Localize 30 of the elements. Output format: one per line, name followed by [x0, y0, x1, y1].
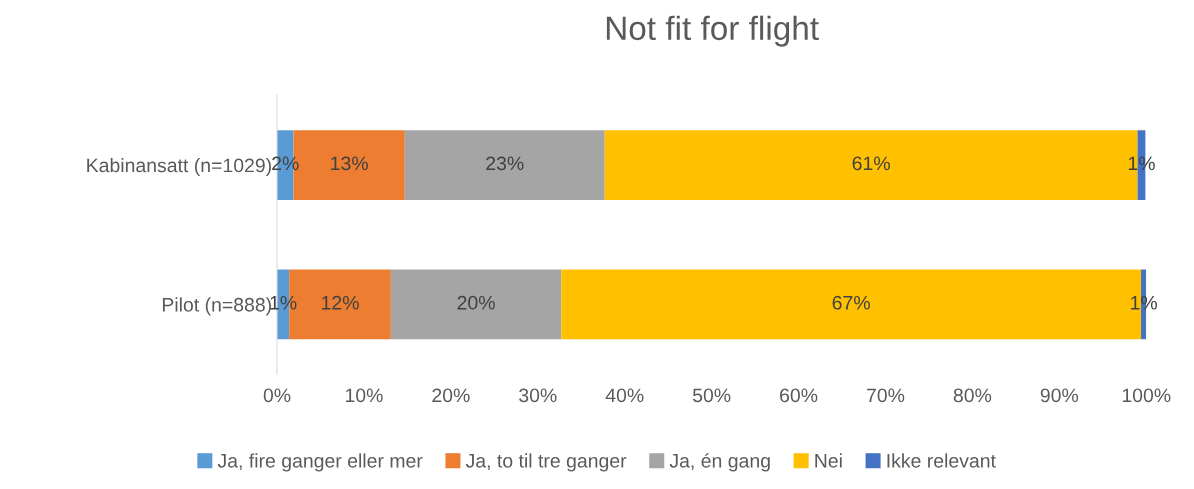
chart-title: Not fit for flight	[606, 15, 819, 47]
data-label: 12%	[322, 295, 359, 310]
x-tick-label: 10%	[345, 388, 383, 403]
data-label: 13%	[331, 156, 368, 171]
legend-label: Nei	[815, 453, 842, 468]
y-tick-label: Kabinansatt (n=1029)	[87, 157, 271, 177]
legend-label: Ikke relevant	[887, 453, 996, 468]
x-tick-label: 0%	[263, 388, 291, 403]
data-label: 67%	[832, 295, 870, 310]
y-tick-label: Pilot (n=888)	[162, 297, 271, 316]
data-label: 20%	[457, 295, 495, 310]
legend-label: Ja, fire ganger eller mer	[217, 453, 423, 472]
bar	[390, 269, 562, 340]
x-tick-label: 80%	[953, 388, 992, 403]
x-tick-label: 30%	[519, 388, 557, 403]
x-tick-label: 70%	[867, 388, 905, 403]
x-tick-label: 100%	[1122, 388, 1171, 403]
x-tick-label: 50%	[692, 388, 731, 403]
legend-label: Ja, to til tre ganger	[465, 453, 627, 472]
legend-label: Ja, én gang	[669, 453, 770, 472]
x-tick-label: 40%	[605, 388, 644, 403]
bar	[404, 130, 605, 200]
data-label: 1%	[1131, 295, 1157, 310]
data-label: 23%	[486, 156, 524, 171]
x-tick-label: 20%	[432, 388, 470, 403]
x-tick-label: 60%	[780, 388, 818, 403]
x-tick-label: 90%	[1040, 388, 1079, 403]
data-label: 61%	[852, 156, 890, 171]
data-label: 1%	[270, 295, 297, 310]
data-label: 1%	[1128, 156, 1155, 171]
